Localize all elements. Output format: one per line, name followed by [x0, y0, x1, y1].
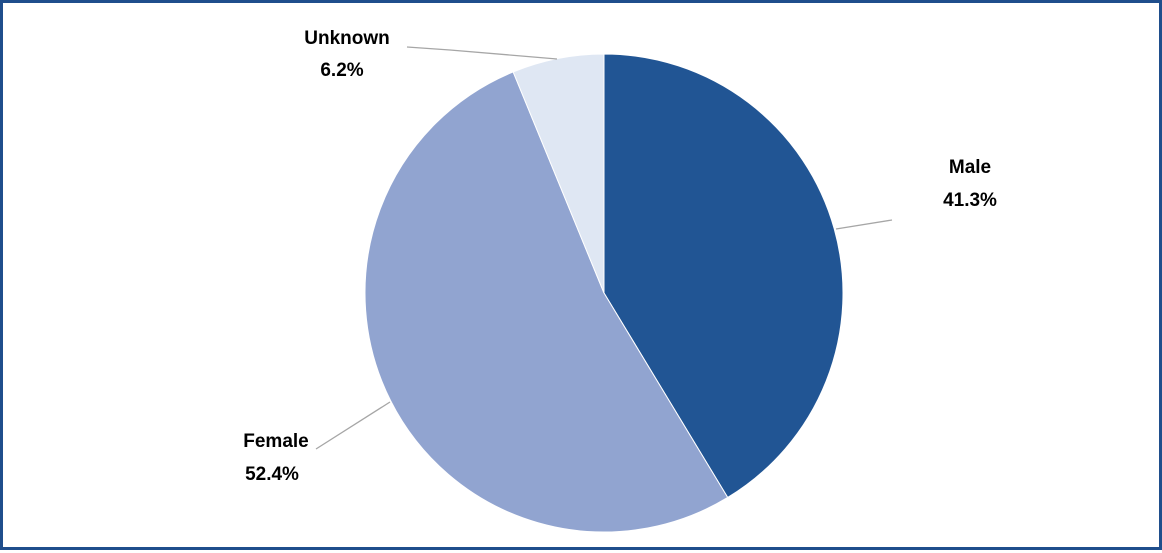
- leader-line-female: [315, 401, 391, 450]
- pie-slice-female: [364, 71, 729, 533]
- leader-line-male: [835, 219, 893, 230]
- slice-value-female: 52.4%: [245, 464, 299, 485]
- pie-chart: Male 41.3% Female 52.4% Unknown 6.2%: [243, 28, 997, 533]
- leader-lines: [315, 46, 893, 450]
- slice-label-unknown: Unknown: [304, 28, 390, 49]
- pie-slices: [364, 53, 844, 533]
- slice-value-male: 41.3%: [943, 190, 997, 211]
- data-labels: Male 41.3% Female 52.4% Unknown 6.2%: [243, 28, 997, 485]
- pie-slice-male: [603, 53, 844, 499]
- pie-slice-unknown: [512, 53, 605, 294]
- slice-label-female: Female: [243, 431, 308, 452]
- leader-line-unknown: [406, 46, 558, 60]
- slice-label-male: Male: [949, 157, 991, 178]
- slice-value-unknown: 6.2%: [320, 60, 363, 81]
